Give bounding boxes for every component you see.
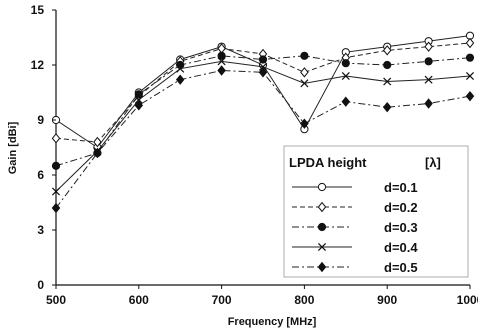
legend-marker bbox=[317, 222, 327, 232]
data-point bbox=[93, 136, 102, 148]
legend-label: d=0.1 bbox=[384, 180, 418, 195]
legend-marker bbox=[317, 182, 327, 192]
x-tick-label: 900 bbox=[377, 293, 397, 307]
data-point bbox=[424, 57, 433, 66]
y-axis-label: Gain [dBi] bbox=[7, 121, 19, 174]
data-point bbox=[383, 77, 392, 86]
data-point bbox=[383, 60, 392, 70]
legend-marker bbox=[317, 201, 327, 213]
legend-item: d=0.5 bbox=[292, 260, 418, 275]
x-axis-label: Frequency [MHz] bbox=[228, 316, 317, 328]
data-point bbox=[300, 51, 309, 60]
y-tick-label: 15 bbox=[31, 3, 45, 17]
series-line bbox=[55, 55, 471, 167]
x-tick-label: 1000 bbox=[457, 293, 478, 307]
legend-items: d=0.1 d=0.2 d=0.3 d=0.4 d=0.5 bbox=[292, 180, 418, 275]
data-point bbox=[51, 161, 61, 170]
legend-label: d=0.4 bbox=[384, 240, 418, 255]
data-point bbox=[341, 71, 350, 81]
data-point bbox=[51, 187, 61, 196]
y-tick-label: 3 bbox=[37, 223, 44, 237]
plot-area bbox=[55, 10, 470, 286]
data-point bbox=[134, 100, 144, 111]
data-point bbox=[51, 133, 61, 144]
data-point bbox=[465, 37, 475, 49]
data-point bbox=[465, 53, 475, 62]
legend-box bbox=[283, 145, 469, 278]
y-tick-label: 9 bbox=[37, 113, 44, 127]
legend-label: d=0.3 bbox=[384, 220, 418, 235]
legend-unit: [λ] bbox=[425, 155, 441, 170]
y-tick-label: 12 bbox=[31, 58, 45, 72]
data-point bbox=[341, 96, 351, 107]
x-tick-label: 600 bbox=[129, 293, 149, 307]
data-point bbox=[465, 90, 475, 102]
series-3 bbox=[51, 51, 475, 170]
data-point bbox=[465, 71, 475, 81]
y-tick-label: 0 bbox=[37, 278, 44, 292]
data-point bbox=[217, 51, 226, 60]
data-point bbox=[300, 67, 309, 78]
series-marks bbox=[51, 31, 475, 214]
x-tick-label: 500 bbox=[46, 293, 66, 307]
data-point bbox=[134, 90, 143, 99]
legend-marker bbox=[317, 261, 327, 273]
legend-item: d=0.4 bbox=[292, 240, 418, 255]
series-2 bbox=[51, 37, 475, 148]
y-tick-label: 6 bbox=[37, 168, 44, 182]
data-point bbox=[382, 101, 392, 113]
data-point bbox=[424, 41, 433, 52]
x-tick-label: 700 bbox=[212, 293, 232, 307]
data-point bbox=[300, 118, 309, 129]
legend-label: d=0.5 bbox=[384, 260, 418, 275]
legend: LPDA height [λ] d=0.1d=0.2d=0.3d=0.4d=0.… bbox=[283, 145, 469, 278]
legend-item: d=0.2 bbox=[292, 200, 418, 215]
series-line bbox=[55, 69, 471, 209]
data-point bbox=[258, 62, 268, 71]
data-point bbox=[217, 57, 226, 66]
legend-marker bbox=[317, 242, 327, 252]
series-5 bbox=[51, 65, 475, 214]
legend-item: d=0.1 bbox=[292, 180, 418, 195]
data-point bbox=[341, 59, 350, 68]
axis-ticks: 0 3 6 9 12 15 500 600 700 800 900 1000 bbox=[31, 3, 478, 307]
data-point bbox=[175, 74, 185, 85]
data-point bbox=[217, 65, 226, 76]
data-point bbox=[300, 79, 309, 88]
legend-item: d=0.3 bbox=[292, 220, 418, 235]
data-point bbox=[258, 67, 268, 78]
data-point bbox=[258, 55, 268, 64]
data-point bbox=[176, 60, 185, 70]
data-point bbox=[93, 147, 102, 159]
legend-label: d=0.2 bbox=[384, 200, 418, 215]
data-point bbox=[134, 95, 143, 104]
data-point bbox=[176, 64, 185, 73]
data-point bbox=[424, 98, 433, 109]
legend-title: LPDA height bbox=[289, 155, 367, 170]
data-point bbox=[424, 75, 433, 84]
data-point bbox=[51, 202, 61, 214]
x-tick-label: 800 bbox=[294, 293, 314, 307]
data-point bbox=[382, 45, 392, 56]
